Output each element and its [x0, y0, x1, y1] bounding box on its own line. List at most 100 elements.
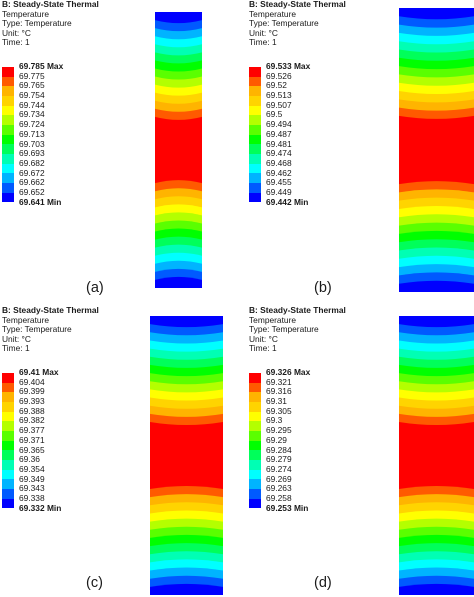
legend-label: 69.263 [266, 483, 292, 494]
legend-swatch [249, 498, 261, 509]
caption-d: (d) [314, 575, 332, 591]
legend-label: 69.652 [19, 186, 45, 197]
legend-swatch [2, 192, 14, 203]
legend-swatch [249, 421, 261, 431]
legend-swatch [249, 86, 261, 96]
legend-label: 69.703 [19, 138, 45, 149]
type-label: Type: Temperature [249, 324, 319, 335]
legend-min-label: 69.253 Min [266, 502, 309, 513]
legend-label: 69.765 [19, 80, 45, 91]
legend-label: 69.693 [19, 148, 45, 159]
legend-swatch [249, 382, 261, 393]
legend-label: 69.682 [19, 157, 45, 168]
legend-swatch [2, 498, 14, 509]
legend-label: 69.474 [266, 148, 292, 159]
legend-label: 69.494 [266, 119, 292, 130]
legend-label: 69.775 [19, 70, 45, 81]
legend-label: 69.462 [266, 167, 292, 178]
legend-swatch [2, 382, 14, 393]
contour-band-bottom [155, 276, 202, 288]
legend-swatch [249, 163, 261, 174]
legend-label: 69.321 [266, 376, 292, 387]
legend-label: 69.284 [266, 444, 292, 455]
legend-swatch [2, 124, 14, 135]
legend-max-label: 69.533 Max [266, 61, 311, 71]
legend-label: 69.305 [266, 405, 292, 416]
type-label: Type: Temperature [2, 18, 72, 29]
contour-plot [150, 316, 223, 595]
legend-label: 69.52 [266, 80, 287, 91]
quantity-label: Temperature [249, 314, 297, 325]
temperature-contour-column-c [150, 316, 223, 595]
legend-min-label: 69.442 Min [266, 196, 309, 207]
unit-label: Unit: °C [249, 333, 278, 344]
legend-swatch [2, 392, 14, 402]
contour-plot [399, 8, 474, 292]
temperature-contour-column-a [155, 12, 202, 288]
legend-swatch [249, 76, 261, 87]
legend-swatch [249, 392, 261, 402]
legend-label: 69.481 [266, 138, 292, 149]
legend-swatch [2, 144, 14, 155]
legend-label: 69.393 [19, 396, 45, 407]
legend-label: 69.662 [19, 177, 45, 188]
time-label: Time: 1 [249, 343, 277, 354]
legend-label: 69.404 [19, 376, 45, 387]
legend-swatch [2, 440, 14, 451]
legend-swatch [2, 372, 14, 383]
quantity-label: Temperature [2, 314, 50, 325]
legend-swatch [2, 421, 14, 431]
legend-swatch [2, 66, 14, 77]
legend-label: 69.258 [266, 492, 292, 503]
legend-label: 69.316 [266, 386, 292, 397]
legend-swatch [249, 372, 261, 383]
legend-swatch [249, 440, 261, 451]
legend-swatch [249, 105, 261, 116]
result-header: B: Steady-State Thermal Temperature Type… [2, 0, 99, 48]
legend-max-label: 69.785 Max [19, 61, 64, 71]
legend-swatch [249, 460, 261, 470]
legend-label: 69.31 [266, 396, 287, 407]
legend-min-label: 69.641 Min [19, 196, 62, 207]
legend-swatch [2, 183, 14, 193]
legend-label: 69.354 [19, 463, 45, 474]
legend-label: 69.513 [266, 90, 292, 101]
legend-label: 69.371 [19, 434, 45, 445]
contour-band-top [150, 316, 223, 328]
legend-swatch [2, 479, 14, 490]
unit-label: Unit: °C [2, 27, 31, 38]
legend-swatch [2, 411, 14, 422]
legend-label: 69.349 [19, 473, 45, 484]
legend-swatch [249, 401, 261, 412]
result-header: B: Steady-State Thermal Temperature Type… [249, 305, 346, 354]
legend-swatch [249, 411, 261, 422]
legend-min-label: 69.332 Min [19, 502, 62, 513]
analysis-title: B: Steady-State Thermal [249, 0, 346, 9]
contour-band-top [399, 8, 474, 20]
legend-swatch [249, 134, 261, 145]
legend-swatch [249, 115, 261, 125]
legend-label: 69.455 [266, 177, 292, 188]
contour-plot [399, 316, 474, 595]
legend-swatch [249, 173, 261, 184]
legend-label: 69.754 [19, 90, 45, 101]
legend-label: 69.744 [19, 99, 45, 110]
legend-swatch [249, 154, 261, 164]
time-label: Time: 1 [2, 37, 30, 48]
legend-swatch [249, 95, 261, 106]
caption-a: (a) [86, 280, 104, 296]
legend-swatch [2, 489, 14, 499]
legend-swatch [2, 134, 14, 145]
temperature-contour-column-d [399, 316, 474, 595]
legend-label: 69.399 [19, 386, 45, 397]
legend-swatch [2, 401, 14, 412]
legend-label: 69.3 [266, 415, 283, 426]
contour-band-bottom [399, 280, 474, 292]
legend-label: 69.713 [19, 128, 45, 139]
analysis-title: B: Steady-State Thermal [249, 305, 346, 315]
type-label: Type: Temperature [249, 18, 319, 29]
legend-swatch [2, 460, 14, 470]
legend-label: 69.365 [19, 444, 45, 455]
analysis-title: B: Steady-State Thermal [2, 0, 99, 9]
legend-label: 69.279 [266, 454, 292, 465]
